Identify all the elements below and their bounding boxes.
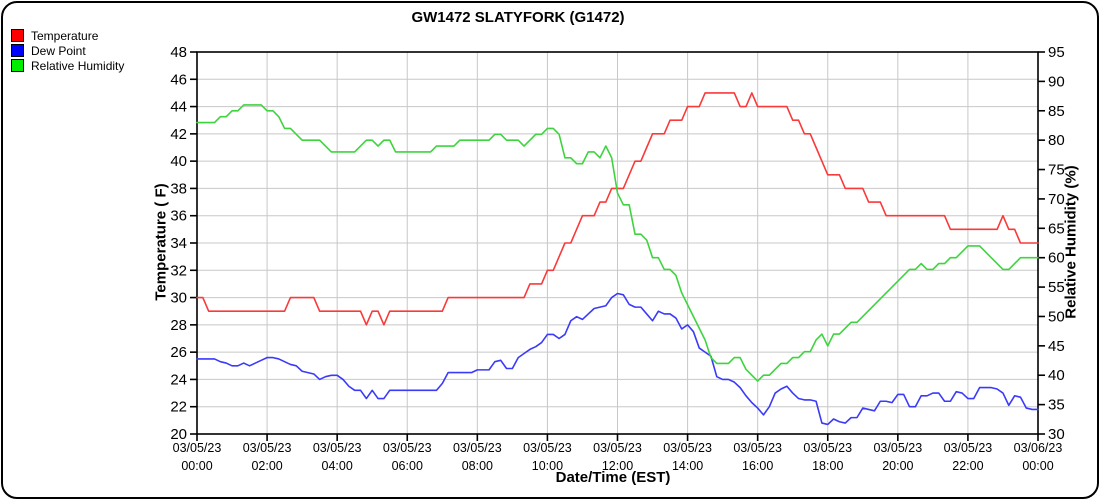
temperature-swatch-icon xyxy=(11,29,24,42)
right-tick-label: 80 xyxy=(1048,132,1065,149)
left-tick-label: 38 xyxy=(170,180,187,197)
x-tick-label-date: 03/05/23 xyxy=(383,441,432,455)
dew-point-swatch-icon xyxy=(11,44,24,57)
left-tick-label: 22 xyxy=(170,399,187,416)
x-tick-label-time: 18:00 xyxy=(812,459,843,473)
left-tick-label: 46 xyxy=(170,71,187,88)
x-tick-label-time: 22:00 xyxy=(952,459,983,473)
legend-item-dew-point: Dew Point xyxy=(11,43,124,58)
plot-area: 20 22 24 26 28 30 32 34 36 38 40 42 44 46 48 30 35 40 45 50… xyxy=(170,44,1065,473)
right-tick-label: 55 xyxy=(1048,279,1065,296)
right-tick-label: 40 xyxy=(1048,367,1065,384)
relative-humidity-swatch-icon xyxy=(11,59,24,72)
left-tick-label: 36 xyxy=(170,208,187,225)
x-tick-label-date: 03/05/23 xyxy=(523,441,572,455)
right-tick-label: 50 xyxy=(1048,308,1065,325)
x-tick-label-date: 03/05/23 xyxy=(593,441,642,455)
x-tick-label-date: 03/05/23 xyxy=(173,441,222,455)
x-tick-label-time: 14:00 xyxy=(672,459,703,473)
left-tick-label: 48 xyxy=(170,44,187,61)
x-tick-label-date: 03/05/23 xyxy=(803,441,852,455)
right-tick-label: 70 xyxy=(1048,191,1065,208)
x-tick-label-time: 04:00 xyxy=(322,459,353,473)
left-tick-label: 34 xyxy=(170,235,187,252)
x-tick-label-time: 08:00 xyxy=(462,459,493,473)
left-tick-label: 42 xyxy=(170,126,187,143)
x-tick-label-time: 16:00 xyxy=(742,459,773,473)
left-tick-label: 44 xyxy=(170,99,187,116)
x-tick-label-time: 00:00 xyxy=(181,459,212,473)
x-tick-label-date: 03/05/23 xyxy=(313,441,362,455)
right-tick-label: 85 xyxy=(1048,103,1065,120)
right-tick-label: 30 xyxy=(1048,426,1065,443)
dew-point-line xyxy=(196,292,1039,426)
chart-title: GW1472 SLATYFORK (G1472) xyxy=(411,9,625,26)
right-tick-label: 45 xyxy=(1048,338,1065,355)
left-tick-label: 20 xyxy=(170,426,187,443)
x-tick-label-date: 03/06/23 xyxy=(1014,441,1063,455)
right-tick-label: 95 xyxy=(1048,44,1065,61)
left-tick-label: 32 xyxy=(170,262,187,279)
x-tick-label-time: 00:00 xyxy=(1022,459,1053,473)
x-axis-title: Date/Time (EST) xyxy=(555,469,671,486)
legend-item-temperature: Temperature xyxy=(11,28,124,43)
x-tick-label-date: 03/05/23 xyxy=(944,441,993,455)
x-tick-label-time: 10:00 xyxy=(532,459,563,473)
x-tick-label-date: 03/05/23 xyxy=(243,441,292,455)
left-tick-label: 26 xyxy=(170,344,187,361)
x-tick-label-time: 20:00 xyxy=(882,459,913,473)
right-tick-label: 90 xyxy=(1048,73,1065,90)
right-tick-label: 65 xyxy=(1048,220,1065,237)
right-tick-label: 35 xyxy=(1048,397,1065,414)
x-tick-label-time: 12:00 xyxy=(602,459,633,473)
left-tick-label: 40 xyxy=(170,153,187,170)
left-tick-label: 28 xyxy=(170,317,187,334)
relative-humidity-line xyxy=(196,104,1039,382)
x-tick-label-date: 03/05/23 xyxy=(453,441,502,455)
left-tick-label: 24 xyxy=(170,371,187,388)
legend-label-relative-humidity: Relative Humidity xyxy=(31,58,125,73)
x-tick-label-time: 02:00 xyxy=(251,459,282,473)
legend: Temperature Dew Point Relative Humidity xyxy=(11,28,124,73)
x-tick-label-date: 03/05/23 xyxy=(733,441,782,455)
x-tick-label-time: 06:00 xyxy=(392,459,423,473)
right-tick-label: 60 xyxy=(1048,250,1065,267)
right-tick-label: 75 xyxy=(1048,162,1065,179)
x-tick-label-date: 03/05/23 xyxy=(663,441,712,455)
legend-label-temperature: Temperature xyxy=(31,28,99,43)
legend-item-relative-humidity: Relative Humidity xyxy=(11,58,124,73)
left-tick-label: 30 xyxy=(170,290,187,307)
x-tick-label-date: 03/05/23 xyxy=(873,441,922,455)
legend-label-dew-point: Dew Point xyxy=(31,43,86,58)
